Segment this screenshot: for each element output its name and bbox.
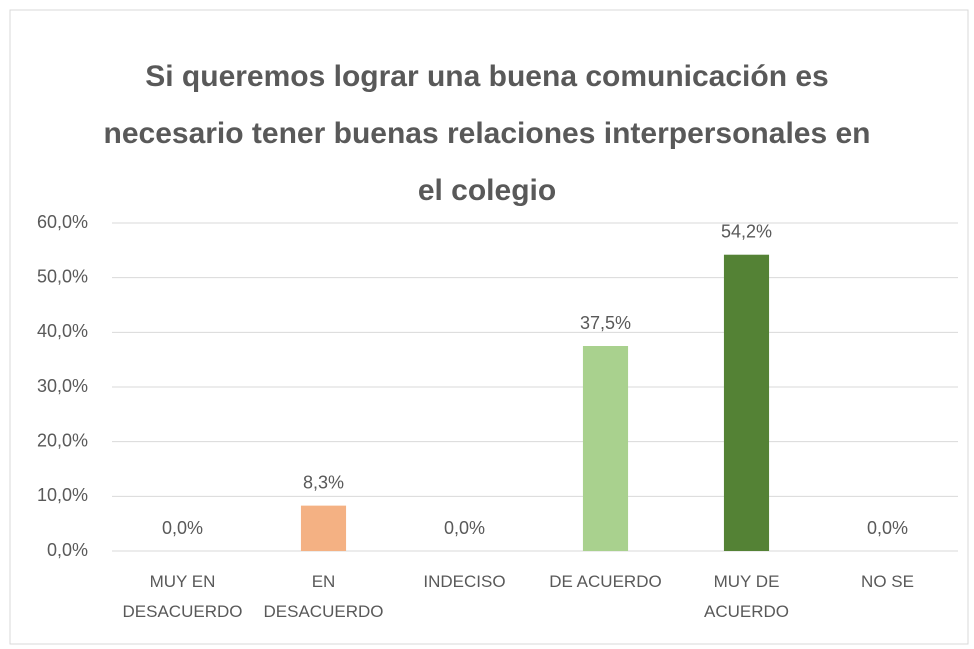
data-label: 0,0% — [162, 518, 203, 538]
x-tick-label: INDECISO — [423, 572, 506, 591]
y-tick-label: 0,0% — [47, 540, 88, 560]
y-tick-label: 20,0% — [37, 430, 88, 450]
chart-title: Si queremos lograr una buena comunicació… — [103, 60, 871, 207]
y-tick-label: 40,0% — [37, 321, 88, 341]
x-tick-label: NO SE — [861, 572, 914, 591]
x-tick-label: MUY DE ACUERDO — [703, 572, 789, 621]
y-tick-label: 50,0% — [37, 266, 88, 286]
y-tick-label: 10,0% — [37, 485, 88, 505]
x-tick-label: DE ACUERDO — [549, 572, 662, 591]
data-label: 54,2% — [721, 221, 772, 241]
data-label: 0,0% — [444, 518, 485, 538]
y-tick-label: 60,0% — [37, 212, 88, 232]
data-label: 37,5% — [580, 313, 631, 333]
y-tick-label: 30,0% — [37, 376, 88, 396]
bar — [300, 505, 347, 551]
x-tick-label: MUY EN DESACUERDO — [122, 572, 243, 621]
data-label: 8,3% — [303, 472, 344, 492]
data-label: 0,0% — [867, 518, 908, 538]
chart-border — [9, 9, 969, 645]
bar — [582, 346, 629, 551]
bar — [723, 254, 770, 551]
x-tick-label: EN DESACUERDO — [263, 572, 384, 621]
